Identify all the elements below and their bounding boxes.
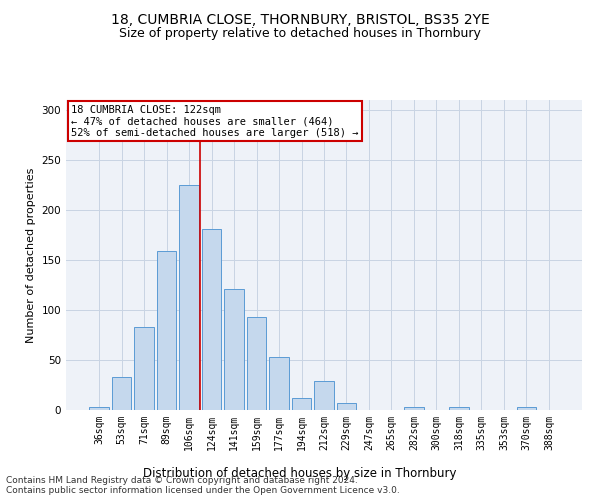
Bar [202,229,221,410]
Bar [112,377,131,410]
Bar [517,407,536,410]
Bar [134,327,154,410]
Bar [314,381,334,410]
Bar [404,407,424,410]
Bar [292,398,311,410]
Text: Distribution of detached houses by size in Thornbury: Distribution of detached houses by size … [143,468,457,480]
Bar [247,317,266,410]
Bar [179,185,199,410]
Bar [449,407,469,410]
Bar [89,407,109,410]
Bar [224,289,244,410]
Bar [157,251,176,410]
Bar [269,357,289,410]
Bar [337,403,356,410]
Y-axis label: Number of detached properties: Number of detached properties [26,168,36,342]
Text: Contains public sector information licensed under the Open Government Licence v3: Contains public sector information licen… [6,486,400,495]
Text: Contains HM Land Registry data © Crown copyright and database right 2024.: Contains HM Land Registry data © Crown c… [6,476,358,485]
Text: Size of property relative to detached houses in Thornbury: Size of property relative to detached ho… [119,28,481,40]
Text: 18, CUMBRIA CLOSE, THORNBURY, BRISTOL, BS35 2YE: 18, CUMBRIA CLOSE, THORNBURY, BRISTOL, B… [110,12,490,26]
Text: 18 CUMBRIA CLOSE: 122sqm
← 47% of detached houses are smaller (464)
52% of semi-: 18 CUMBRIA CLOSE: 122sqm ← 47% of detach… [71,104,359,138]
